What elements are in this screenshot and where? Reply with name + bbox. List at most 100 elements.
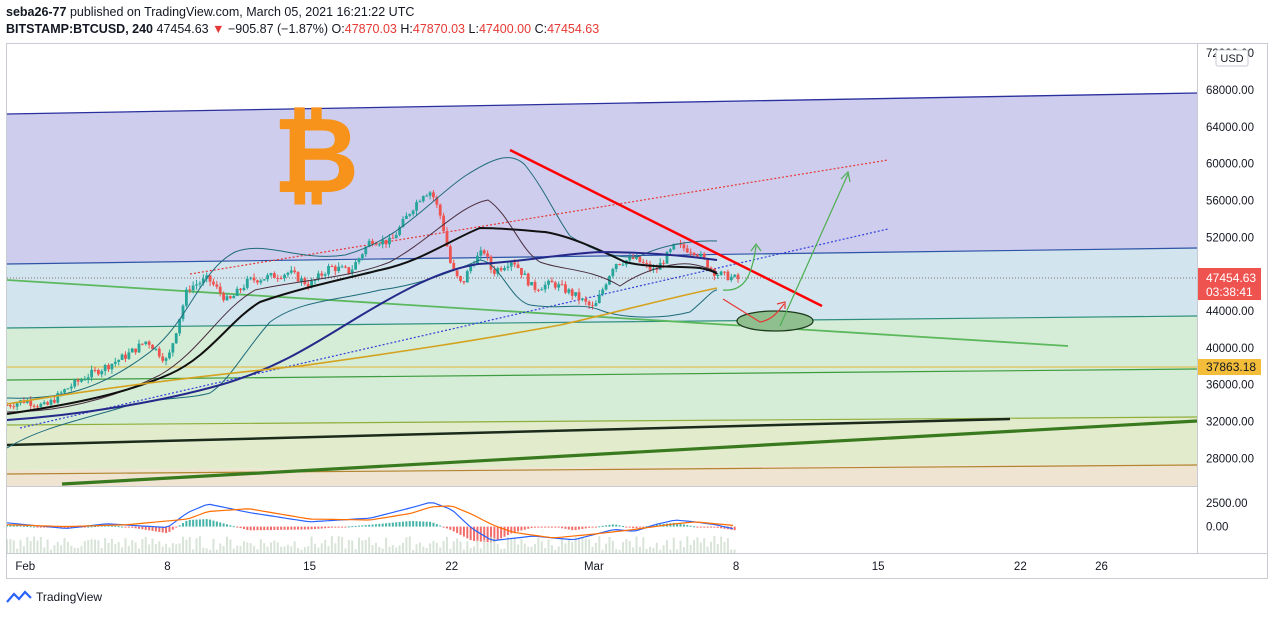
symbol-label[interactable]: BITSTAMP:BTCUSD, 240: [6, 22, 154, 36]
volume-bar: [703, 538, 706, 553]
volume-bar: [632, 547, 635, 553]
volume-bar: [594, 542, 597, 553]
macd-hist-bar: [256, 526, 259, 531]
volume-bar: [33, 536, 36, 553]
macd-line: [7, 502, 734, 542]
candle-down: [293, 266, 297, 275]
sma-200-line: [7, 250, 718, 421]
candle-up: [421, 195, 425, 203]
candle-down: [333, 264, 337, 276]
price-tick-label: 52000.00: [1206, 232, 1254, 244]
candle-up: [557, 281, 561, 292]
macd-hist-bar: [330, 526, 333, 528]
volume-bar: [401, 542, 404, 553]
volume-bar: [540, 541, 543, 553]
volume-bar: [391, 545, 394, 553]
volume-bar: [655, 542, 658, 553]
candle-down: [584, 296, 588, 306]
volume-bar: [303, 547, 306, 553]
high-label: H:: [400, 22, 413, 36]
volume-bar: [341, 537, 344, 553]
macd-hist-bar: [655, 524, 658, 527]
volume-bar: [479, 548, 482, 553]
macd-hist-bar: [307, 526, 310, 530]
macd-hist-bar: [699, 526, 702, 528]
time-axis[interactable]: Feb 8 15 22 Mar 8 15 22 26: [15, 561, 1108, 573]
volume-bar: [297, 548, 300, 553]
macd-hist-bar: [114, 525, 117, 527]
candle-up: [103, 363, 107, 376]
macd-hist-bar: [510, 526, 513, 534]
volume-bar: [462, 549, 465, 553]
candle-down: [438, 203, 442, 220]
volume-bar: [181, 536, 184, 553]
macd-hist-bar: [29, 526, 32, 528]
candle-up: [225, 293, 229, 301]
candle-up: [719, 270, 723, 276]
macd-hist-bar: [564, 526, 567, 529]
macd-hist-bar: [540, 526, 543, 528]
macd-hist-bar: [544, 526, 547, 528]
volume-bar: [510, 537, 513, 553]
level-tag: [1198, 359, 1261, 375]
macd-hist-bar: [310, 526, 313, 530]
volume-bar: [256, 549, 259, 553]
volume-bar: [554, 549, 557, 553]
price-axis[interactable]: 72000.0068000.0064000.0060000.0056000.00…: [1206, 48, 1254, 465]
volume-bar: [598, 536, 601, 553]
volume-bar: [266, 546, 269, 553]
macd-hist-bar: [594, 526, 597, 528]
ema-gold-line: [7, 287, 718, 405]
macd-hist-bar: [385, 523, 388, 527]
volume-bar: [12, 540, 15, 553]
volume-bar: [80, 545, 83, 553]
macd-hist-bar: [571, 526, 574, 531]
time-tick-label: 22: [445, 561, 458, 573]
volume-bar: [523, 543, 526, 553]
candle-down: [516, 260, 520, 269]
macd-hist-bar: [378, 523, 381, 527]
candle-down: [157, 346, 161, 359]
level-tag-value: 37863.18: [1206, 360, 1256, 374]
volume-bar: [26, 536, 29, 553]
macd-hist-bar: [598, 526, 601, 528]
macd-hist-bar: [642, 526, 645, 528]
macd-hist-bar: [117, 526, 120, 528]
macd-hist-bar: [263, 526, 266, 531]
volume-bar: [121, 547, 124, 553]
candle-up: [411, 209, 415, 217]
dark-trend-line: [7, 417, 1011, 447]
macd-hist-bar: [445, 526, 448, 529]
volume-bar: [371, 545, 374, 553]
footer-brand[interactable]: TradingView: [36, 590, 103, 604]
currency-button[interactable]: [1215, 49, 1249, 67]
volume-bar: [198, 536, 201, 553]
volume-bar: [723, 541, 726, 553]
macd-hist-bar: [188, 519, 191, 527]
macd-hist-bar: [334, 526, 337, 528]
candle-down: [161, 352, 165, 363]
candle-up: [80, 377, 83, 383]
candle-up: [269, 272, 273, 278]
open-label: O:: [331, 22, 345, 36]
macd-hist-bar: [381, 523, 384, 527]
macd-hist-bar: [121, 526, 124, 528]
volume-bar: [574, 536, 577, 553]
candle-down: [726, 269, 730, 281]
last-price-tag: [1198, 268, 1261, 300]
red-projection-path: [722, 298, 785, 323]
candle-down: [560, 280, 564, 286]
macd-hist-bar: [87, 526, 90, 528]
macd-hist-bar: [9, 524, 12, 527]
author-name[interactable]: seba26-77: [6, 5, 67, 19]
volume-bar: [280, 546, 283, 553]
volume-bar: [537, 537, 540, 553]
red-resistance-line: [509, 148, 823, 308]
candle-down: [140, 343, 144, 346]
volume-bar: [97, 540, 100, 553]
macd-hist-bar: [337, 526, 340, 528]
macd-hist-bar: [195, 519, 198, 527]
volume-bar: [452, 541, 455, 553]
volume-bar: [178, 543, 181, 553]
